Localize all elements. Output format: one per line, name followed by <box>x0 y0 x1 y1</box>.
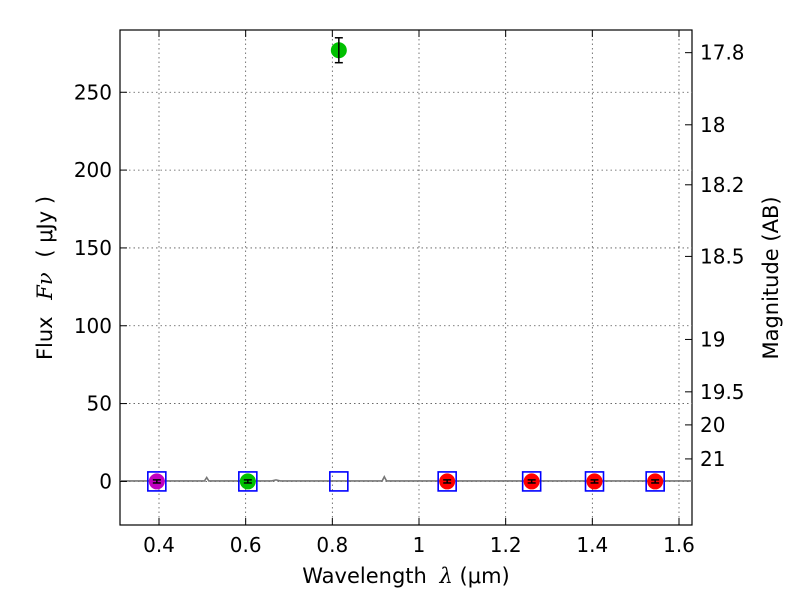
x-tick-label: 1.6 <box>663 533 695 557</box>
x-axis-label: Wavelength λ (μm) <box>302 564 509 588</box>
model-photometry-point <box>238 471 258 492</box>
x-tick-label: 1.2 <box>490 533 522 557</box>
mag-tick-label: 19 <box>700 327 725 351</box>
y-tick-label: 50 <box>87 392 112 416</box>
x-tick-label: 0.8 <box>316 533 348 557</box>
mag-tick-label: 18.5 <box>700 244 745 268</box>
mag-tick-label: 21 <box>700 447 725 471</box>
model-spectrum-line <box>120 474 692 482</box>
mag-tick-label: 18 <box>700 113 725 137</box>
y-tick-label: 100 <box>74 314 112 338</box>
x-tick-label: 0.6 <box>230 533 262 557</box>
model-photometry-point <box>329 471 349 492</box>
model-photometry-point <box>437 471 457 492</box>
y-tick-label: 0 <box>99 469 112 493</box>
mag-tick-label: 18.2 <box>700 173 745 197</box>
magnitude-axis-label: Magnitude (AB) <box>759 196 783 359</box>
mag-tick-label: 17.8 <box>700 41 745 65</box>
model-photometry-point <box>147 471 167 492</box>
mag-tick-label: 19.5 <box>700 380 745 404</box>
x-tick-label: 1.4 <box>576 533 608 557</box>
plot-frame <box>119 29 693 526</box>
axis-ticks-layer: 0.4 0.6 0.8 1 1.2 1.4 1.6 0 50 100 150 200 250 17.8 18… <box>74 30 745 557</box>
y-tick-label: 250 <box>74 80 112 104</box>
x-tick-label: 0.4 <box>143 533 175 557</box>
y-tick-label: 150 <box>74 236 112 260</box>
y-axis-label: Flux Fν ( μJy ) <box>33 196 57 360</box>
y-tick-label: 200 <box>74 158 112 182</box>
x-tick-label: 1 <box>413 533 426 557</box>
grid-lines <box>120 30 692 525</box>
model-photometry-point <box>521 471 542 492</box>
model-spectrum-layer <box>120 474 692 482</box>
model-photometry-point <box>645 471 665 492</box>
mag-tick-label: 20 <box>700 413 725 437</box>
data-points-layer <box>147 37 665 492</box>
model-photometry-point <box>584 471 605 492</box>
